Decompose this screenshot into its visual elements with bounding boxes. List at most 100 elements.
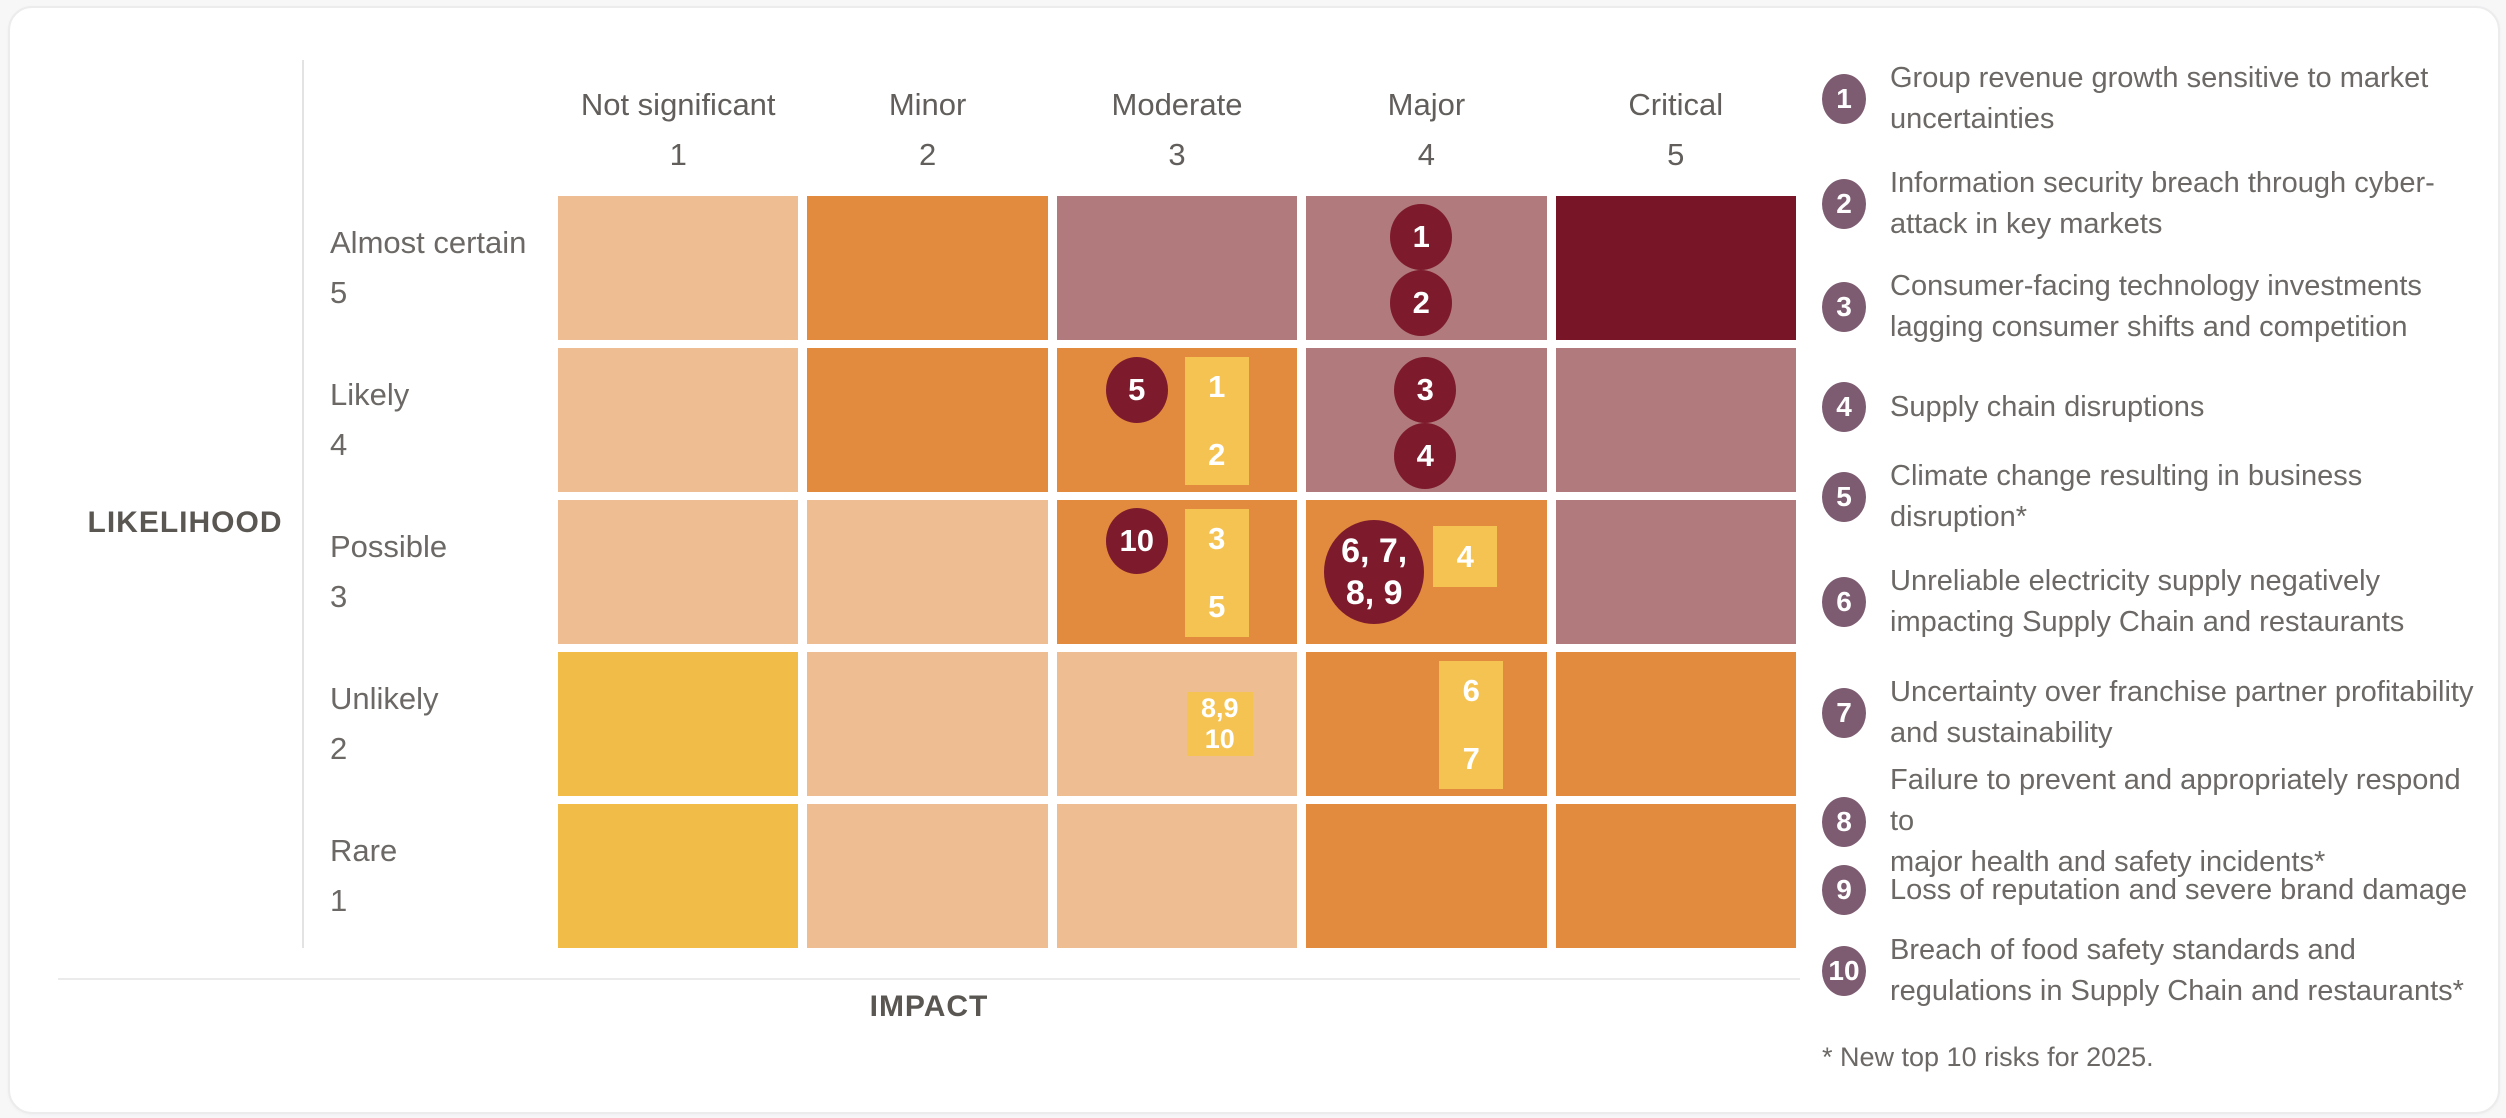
legend-badge-7: 7 (1822, 688, 1866, 738)
risk-marker-number: 2 (1412, 285, 1430, 320)
risk-marker-number: 10 (1204, 724, 1235, 754)
col-header-label: Major (1387, 87, 1466, 122)
col-header-impact-3: Moderate 3 (1057, 80, 1297, 196)
legend-badge-8: 8 (1822, 796, 1866, 847)
matrix-cell-likelihood2-impact5 (1555, 652, 1796, 796)
col-header-impact-4: Major 4 (1306, 80, 1546, 196)
col-header-impact-1: Not significant 1 (558, 80, 798, 196)
legend-text-2: Information security breach through cybe… (1890, 167, 2435, 240)
legend-badge-2: 2 (1822, 179, 1866, 229)
row-label-likelihood-4: Likely 4 (330, 370, 550, 470)
col-header-label: Minor (888, 87, 967, 122)
col-header-impact-2: Minor 2 (807, 80, 1047, 196)
row-label-text: Almost certain (330, 225, 527, 260)
likelihood-axis-label: LIKELIHOOD (87, 506, 283, 539)
row-label-likelihood-5: Almost certain 5 (330, 218, 550, 318)
risk-marker-current-2: 2 (1390, 270, 1453, 336)
risk-marker-number: 6 (1462, 673, 1480, 708)
row-label-likelihood-3: Possible 3 (330, 522, 550, 622)
legend-badge-10: 10 (1822, 946, 1866, 996)
matrix-cell-likelihood4-impact5 (1555, 348, 1796, 492)
risk-marker-current-10: 10 (1105, 508, 1168, 574)
risk-marker-number: 1 (1412, 219, 1430, 254)
risk-marker-number: 3 (1208, 521, 1226, 556)
matrix-cell-likelihood5-impact1 (558, 196, 799, 340)
legend-item-9: 9 Loss of reputation and severe brand dam… (1822, 865, 2492, 915)
row-label-text: Possible (330, 529, 448, 564)
row-label-value: 4 (330, 427, 348, 462)
legend-item-10: 10 Breach of food safety standards and re… (1822, 930, 2492, 1012)
legend-footnote: * New top 10 risks for 2025. (1822, 1042, 2154, 1072)
risk-marker-number: 7 (1462, 741, 1480, 776)
matrix-cell-likelihood4-impact1 (558, 348, 799, 492)
row-label-text: Likely (330, 377, 410, 412)
matrix-cell-likelihood2-impact3: 8,9 10 (1056, 652, 1298, 796)
matrix-cell-likelihood1-impact1 (558, 804, 799, 948)
risk-marker-current-4: 4 (1394, 423, 1457, 489)
matrix-cell-likelihood1-impact5 (1555, 804, 1796, 948)
row-label-text: Unlikely (330, 681, 439, 716)
impact-axis-label: IMPACT (869, 990, 989, 1023)
legend-item-5: 5 Climate change resulting in business di… (1822, 456, 2492, 538)
col-header-value: 4 (1417, 137, 1435, 172)
risk-marker-current-67-89: 6, 7, 8, 9 (1324, 520, 1425, 624)
likelihood-axis-line (302, 60, 304, 948)
legend-badge-4: 4 (1822, 382, 1866, 432)
risk-marker-number: 5 (1208, 589, 1226, 624)
risk-marker-number: 2 (1208, 437, 1226, 472)
matrix-cell-likelihood4-impact3: 5 1 2 (1056, 348, 1298, 492)
risk-marker-number: 6, 7, (1341, 532, 1408, 570)
matrix-cell-likelihood1-impact4 (1306, 804, 1547, 948)
risk-marker-current-1: 1 (1390, 204, 1453, 270)
legend-item-4: 4 Supply chain disruptions (1822, 382, 2492, 432)
col-header-label: Not significant (580, 87, 776, 122)
risk-marker-number: 4 (1416, 438, 1434, 473)
matrix-cell-likelihood2-impact1 (558, 652, 799, 796)
risk-marker-previous-4: 4 (1433, 526, 1498, 587)
row-label-value: 1 (330, 883, 348, 918)
legend-item-6: 6 Unreliable electricity supply negativel… (1822, 561, 2492, 643)
col-header-value: 2 (918, 137, 937, 172)
legend-text-10: Breach of food safety standards and regu… (1890, 934, 2464, 1007)
risk-marker-previous-89-10: 8,9 10 (1186, 692, 1253, 756)
legend-item-8: 8 Failure to prevent and appropriately re… (1822, 760, 2492, 883)
legend-badge-1: 1 (1822, 74, 1866, 124)
legend-item-2: 2 Information security breach through cyb… (1822, 163, 2492, 245)
matrix-cell-likelihood5-impact2 (807, 196, 1048, 340)
matrix-cell-likelihood3-impact4: 6, 7, 8, 9 4 (1306, 500, 1547, 644)
matrix-cell-likelihood3-impact2 (807, 500, 1048, 644)
matrix-cell-likelihood2-impact2 (807, 652, 1048, 796)
legend-item-7: 7 Uncertainty over franchise partner prof… (1822, 672, 2492, 754)
risk-marker-current-3: 3 (1394, 357, 1457, 423)
risk-marker-number: 4 (1456, 538, 1474, 574)
legend-text-3: Consumer-facing technology investments l… (1890, 270, 2422, 343)
risk-marker-number: 10 (1119, 523, 1155, 558)
legend-text-9: Loss of reputation and severe brand dama… (1890, 873, 2468, 906)
legend-text-7: Uncertainty over franchise partner profi… (1890, 676, 2474, 749)
legend-badge-9: 9 (1822, 865, 1866, 915)
matrix-cell-likelihood1-impact3 (1056, 804, 1298, 948)
legend-text-4: Supply chain disruptions (1890, 390, 2205, 423)
legend-text-5: Climate change resulting in business dis… (1890, 460, 2363, 533)
risk-marker-number: 8, 9 (1345, 574, 1403, 612)
matrix-cell-likelihood5-impact3 (1056, 196, 1298, 340)
risk-marker-number: 5 (1128, 372, 1146, 407)
matrix-cell-likelihood1-impact2 (807, 804, 1048, 948)
risk-marker-number: 1 (1208, 369, 1226, 404)
legend-text-1: Group revenue growth sensitive to market… (1890, 62, 2429, 135)
row-label-likelihood-1: Rare 1 (330, 826, 550, 926)
matrix-cell-likelihood3-impact3: 10 3 5 (1056, 500, 1298, 644)
col-header-label: Moderate (1111, 87, 1243, 122)
risk-heatmap-card: LIKELIHOOD Not significant 1 Minor 2 Moderat… (8, 6, 2500, 1114)
row-label-likelihood-2: Unlikely 2 (330, 674, 550, 774)
row-label-value: 5 (330, 275, 348, 310)
legend-item-1: 1 Group revenue growth sensitive to marke… (1822, 58, 2492, 140)
matrix-cell-likelihood4-impact2 (807, 348, 1048, 492)
matrix-cell-likelihood3-impact5 (1555, 500, 1796, 644)
row-label-value: 2 (330, 731, 348, 766)
